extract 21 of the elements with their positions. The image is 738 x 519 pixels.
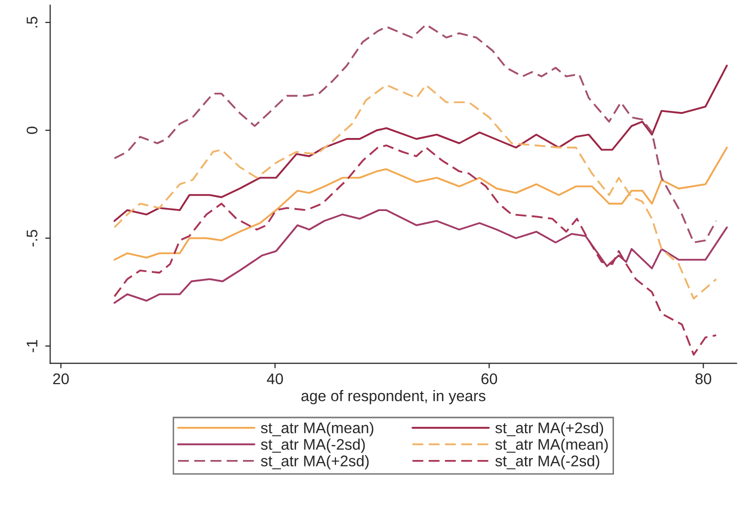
x-axis-title: age of respondent, in years <box>301 390 486 404</box>
legend-label: st_atr MA(-2sd) <box>260 438 365 453</box>
x-tick-label: 80 <box>696 373 712 384</box>
line-series <box>114 84 718 300</box>
x-tick-label: 60 <box>481 373 498 384</box>
x-tick-label: 40 <box>266 373 283 384</box>
y-tick-label: 0 <box>26 126 38 134</box>
x-tick-label: 20 <box>53 373 69 384</box>
y-tick-label: -.5 <box>26 230 38 246</box>
legend-label: st_atr MA(-2sd) <box>495 455 600 470</box>
legend-label: st_atr MA(mean) <box>260 422 374 436</box>
legend-label: st_atr MA(mean) <box>495 438 608 453</box>
y-tick-label: -1 <box>26 340 38 352</box>
line-series <box>114 24 718 244</box>
y-tick-label: .5 <box>26 16 38 28</box>
line-series <box>114 146 728 261</box>
line-series <box>114 144 718 356</box>
legend-label: st_atr MA(+2sd) <box>260 455 369 470</box>
legend-label: st_atr MA(+2sd) <box>495 422 604 436</box>
line-series <box>114 209 728 304</box>
line-series <box>114 64 728 222</box>
